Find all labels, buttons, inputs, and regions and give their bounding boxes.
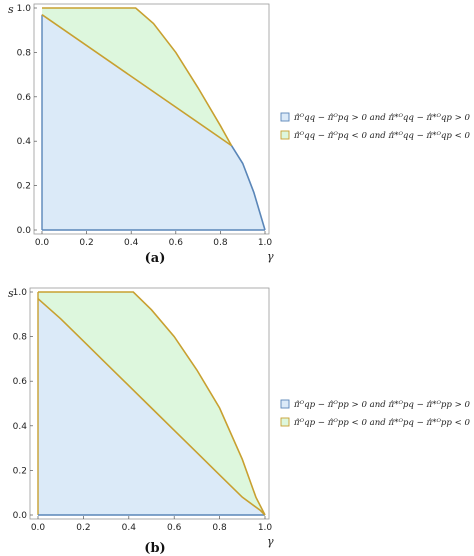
panel-a-xtick-label: 0.2 xyxy=(79,238,93,248)
panel-b-ytick-label: 1.0 xyxy=(13,288,28,298)
panel-a-xtick-label: 1.0 xyxy=(258,238,273,248)
panel-b-ytick-label: 0.6 xyxy=(13,377,28,387)
panel-b-xtick-label: 0.0 xyxy=(31,523,46,533)
panel-a-xtick-label: 0.0 xyxy=(35,238,50,248)
panel-a-region-blue xyxy=(42,14,265,231)
panel-a-xtick-label: 0.8 xyxy=(213,238,228,248)
panel-b-legend-swatch xyxy=(280,399,290,409)
panel-a-xtick-label: 0.4 xyxy=(124,238,139,248)
panel-a-legend-entry: π̂ᴼqq − π̂ᴼpq < 0 and π̂*ᴼqq − π̂*ᴼqp < … xyxy=(293,130,471,141)
panel-a-blue-boundary xyxy=(230,145,266,231)
panel-b-upper-boundary xyxy=(38,291,266,516)
panel-b-xtick-label: 0.8 xyxy=(212,523,227,533)
panel-b-legend-swatch xyxy=(280,417,290,427)
panel-a-ytick-label: 0.4 xyxy=(17,137,32,147)
panel-a-label: (a) xyxy=(145,251,166,266)
panel-a-ylabel: s xyxy=(8,3,14,16)
panel-b-legend-entry: π̂ᴼqp − π̂ᴼpp < 0 and π̂*ᴼpq − π̂*ᴼpp < … xyxy=(293,417,471,428)
panel-a-ytick-label: 1.0 xyxy=(17,4,32,14)
panel-a-region-green xyxy=(42,8,232,146)
panel-a-ytick-label: 0.8 xyxy=(17,48,32,58)
panel-b-ytick-label: 0.4 xyxy=(13,422,28,432)
panel-a-ytick-label: 0.2 xyxy=(17,182,31,192)
panel-b-legend-entry: π̂ᴼqp − π̂ᴼpp > 0 and π̂*ᴼpq − π̂*ᴼpp > … xyxy=(293,399,471,410)
panel-b-ytick-label: 0.8 xyxy=(13,333,28,343)
panel-a-legend-entry: π̂ᴼqq − π̂ᴼpq > 0 and π̂*ᴼqq − π̂*ᴼqp > … xyxy=(293,112,471,123)
panel-b-region-green xyxy=(38,292,265,515)
panel-a-frame xyxy=(33,3,270,235)
panel-b-ytick-label: 0.0 xyxy=(13,511,28,521)
panel-b-xtick-label: 0.2 xyxy=(76,523,90,533)
panel-a-legend-swatch xyxy=(280,112,290,122)
panel-b-label: (b) xyxy=(144,541,165,556)
panel-a-xtick-label: 0.6 xyxy=(169,238,184,248)
panel-a-upper-boundary xyxy=(42,7,233,146)
panel-b-frame xyxy=(29,287,270,520)
panel-b-orange-boundary xyxy=(37,298,266,516)
panel-a-xlabel: γ xyxy=(267,250,274,263)
panel-b-xtick-label: 0.6 xyxy=(167,523,182,533)
panel-a-ytick-label: 0.0 xyxy=(17,226,32,236)
panel-b-xtick-label: 1.0 xyxy=(258,523,273,533)
panel-a-ytick-label: 0.6 xyxy=(17,93,32,103)
panel-a-orange-boundary xyxy=(41,14,232,147)
panel-b-xlabel: γ xyxy=(267,535,274,548)
panel-b-ylabel: s xyxy=(8,287,14,300)
panel-a-legend-swatch xyxy=(280,130,290,140)
panel-b-xtick-label: 0.4 xyxy=(122,523,137,533)
panel-b-ytick-label: 0.2 xyxy=(13,466,27,476)
